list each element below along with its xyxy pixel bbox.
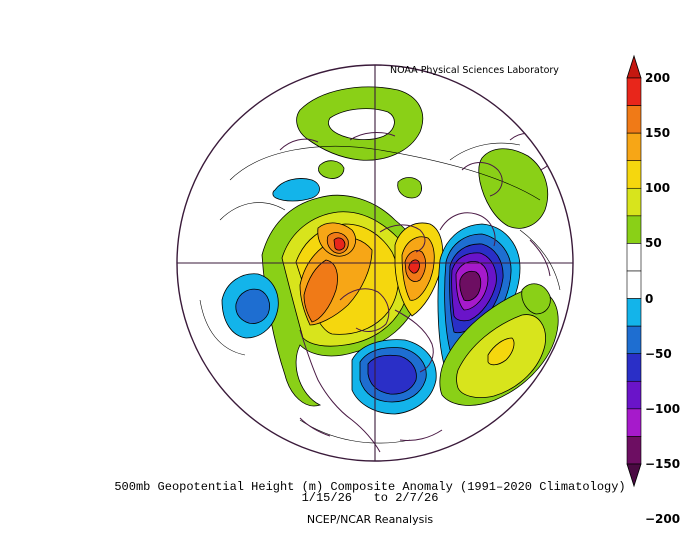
ridge-nw-atlantic [521,283,551,315]
map-disk [177,65,573,461]
colorbar-swatch [626,132,642,162]
anomaly-green-small [318,160,422,199]
caption-title: 500mb Geopotential Height (m) Composite … [114,480,626,494]
credit-label: NOAA Physical Sciences Laboratory [390,65,559,76]
colorbar-tick-label: −100 [645,401,681,416]
map-boundary [176,64,574,462]
colorbar-swatch [626,160,642,189]
colorbar-arrow-bottom [626,463,642,488]
graticule [177,65,573,461]
trough-alaska-small [272,178,320,202]
ridge-eastern-atlantic [439,288,559,406]
colorbar-tick-label: −200 [645,512,681,527]
caption-dataset: NCEP/NCAR Reanalysis [306,513,434,526]
colorbar-tick-label: 200 [645,71,671,85]
ridge-siberia [296,86,424,161]
colorbar-swatch [626,298,642,327]
colorbar-swatch [626,408,642,437]
colorbar-tick-label: 100 [645,181,671,196]
colorbar-swatch [626,353,642,382]
ridge-greenland [394,222,444,317]
colorbar-swatch [626,243,642,272]
colorbar-tick-label: 0 [645,291,654,306]
ridge-west-north-america [261,194,425,407]
colorbar-swatch [626,187,642,217]
colorbar-swatch [626,380,642,410]
colorbar-swatch [626,215,642,244]
colorbar [626,54,642,488]
colorbar-swatch [626,77,642,106]
colorbar-swatch [626,325,642,355]
caption-date-range: 1/15/26 to 2/7/26 [301,491,439,505]
colorbar-swatch [626,105,642,134]
trough-north-pacific [221,273,279,339]
colorbar-tick-label: −50 [645,346,672,361]
colorbar-swatch [626,270,642,299]
trough-eastern-us [351,339,437,415]
colorbar-arrow-top [626,54,642,79]
colorbar-tick-label: −150 [645,457,681,471]
colorbar-tick-label: 150 [645,126,671,141]
colorbar-tick-label: 50 [645,236,662,251]
colorbar-swatch [626,436,642,465]
